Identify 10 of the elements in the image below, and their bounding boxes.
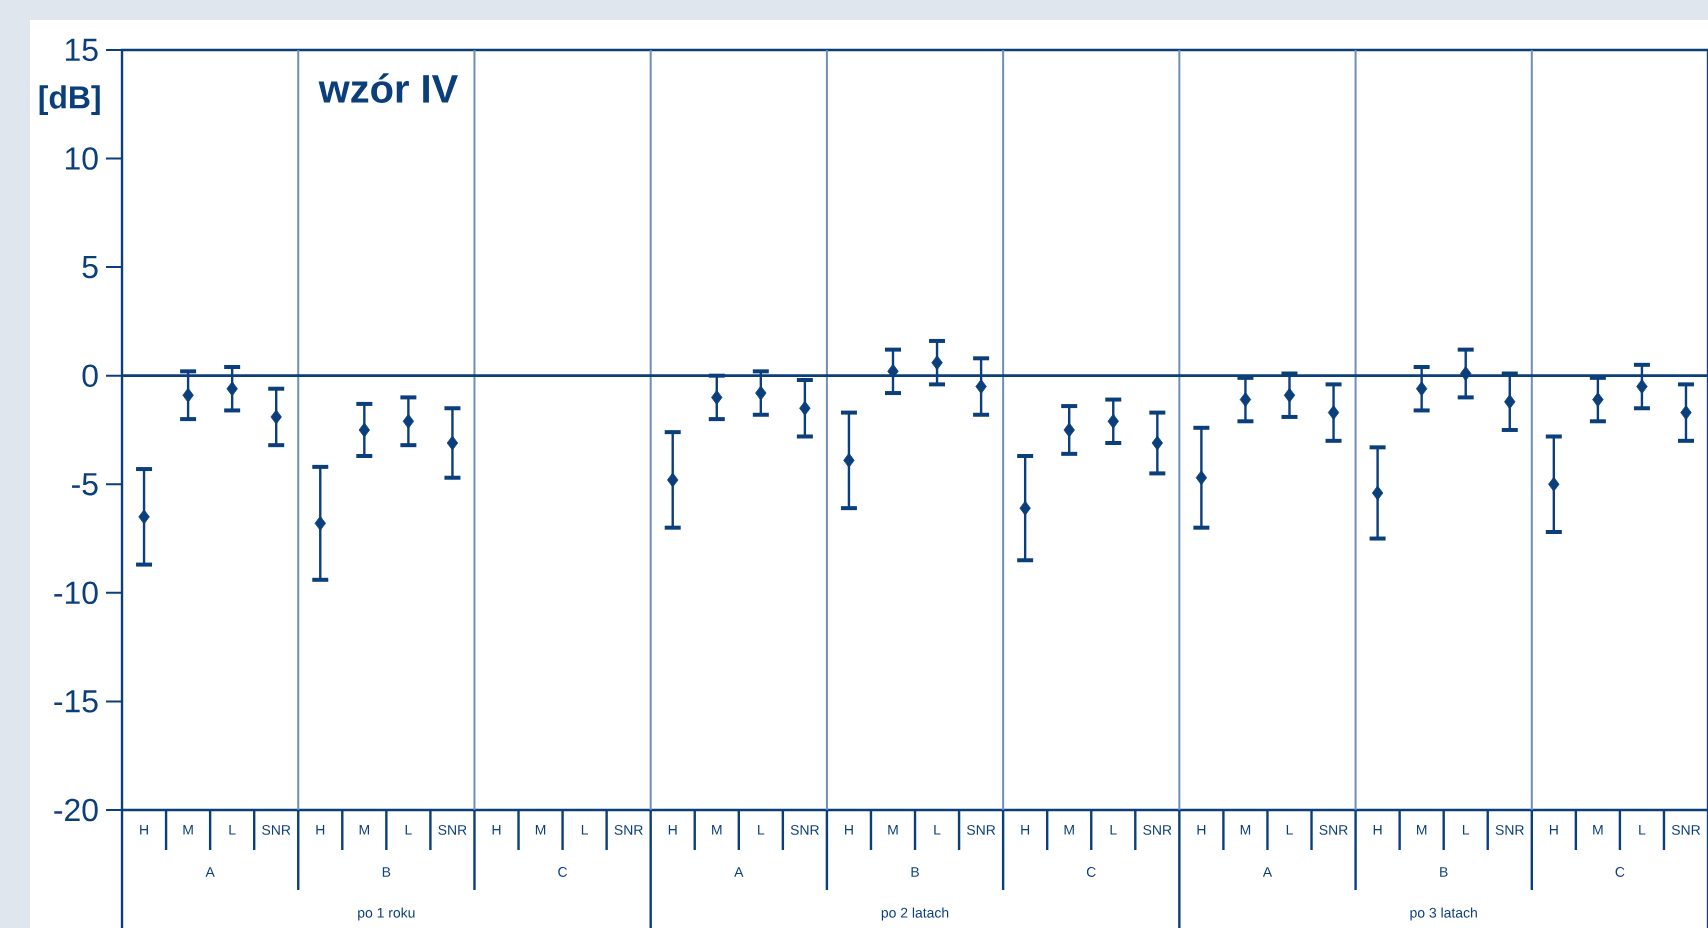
y-tick-label: 10 [65, 147, 98, 170]
y-tick-label: -20 [54, 798, 98, 822]
y-axis-title: [dB] [39, 85, 100, 115]
y-tick-label: -15 [54, 690, 98, 713]
y-tick-label: 15 [65, 38, 98, 62]
y-tick-label: 0 [82, 364, 98, 387]
y-tick-label: -10 [54, 581, 98, 605]
y-tick-label: -5 [72, 473, 98, 496]
y-tick-label: 5 [82, 255, 98, 279]
chart-title: wzór IV [318, 73, 458, 103]
